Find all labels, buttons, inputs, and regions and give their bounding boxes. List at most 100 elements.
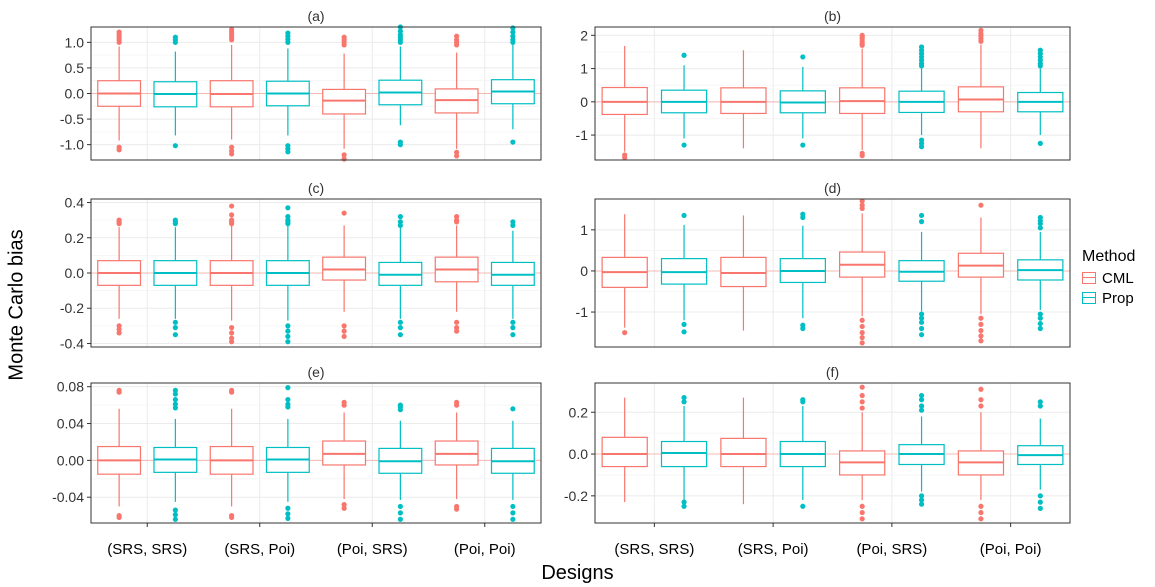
- y-tick-label: 0.2: [65, 230, 85, 246]
- panel-e: 0.08 0.04 0.00 -0.04 (e) (SRS, SRS) (SRS, Poi)…: [52, 364, 542, 558]
- outlier-point: [172, 221, 178, 227]
- legend-key-cml: [1082, 272, 1096, 284]
- outlier-point: [1037, 63, 1043, 69]
- outlier-point: [172, 507, 178, 513]
- outlier-point: [510, 33, 516, 39]
- outlier-point: [918, 315, 925, 321]
- box-cml-4: [434, 214, 479, 334]
- outlier-point: [681, 329, 687, 335]
- outlier-point: [285, 205, 291, 211]
- outlier-point: [1037, 499, 1043, 505]
- outlier-point: [681, 395, 687, 401]
- outlier-point: [918, 311, 925, 317]
- outlier-point: [172, 401, 178, 407]
- panel-label: (d): [824, 180, 841, 196]
- outlier-point: [116, 39, 122, 45]
- x-tick-label: (Poi, SRS): [856, 541, 927, 558]
- outlier-point: [229, 221, 235, 227]
- outlier-point: [341, 333, 347, 340]
- panel-border: [594, 382, 1071, 524]
- panel-border: [90, 382, 542, 524]
- outlier-point: [285, 221, 291, 227]
- outlier-point: [978, 338, 984, 344]
- outlier-point: [229, 144, 235, 150]
- outlier-point: [285, 39, 291, 45]
- outlier-point: [454, 153, 460, 159]
- outlier-point: [978, 516, 984, 522]
- box-prop-2: [779, 54, 826, 148]
- outlier-point: [172, 319, 178, 325]
- outlier-point: [1037, 311, 1043, 317]
- outlier-point: [859, 317, 865, 323]
- outlier-point: [454, 319, 460, 325]
- outlier-point: [341, 210, 347, 216]
- outlier-point: [510, 503, 516, 510]
- outlier-point: [285, 323, 291, 329]
- outlier-point: [116, 330, 122, 336]
- legend-item-prop: Prop: [1082, 288, 1135, 308]
- outlier-point: [978, 403, 984, 409]
- box-iqr: [322, 88, 367, 115]
- y-tick-label: -0.2: [60, 300, 84, 316]
- outlier-point: [510, 516, 516, 522]
- outlier-point: [918, 219, 925, 225]
- outlier-point: [454, 149, 460, 155]
- outlier-point: [454, 33, 460, 39]
- outlier-point: [229, 389, 235, 395]
- outlier-point: [859, 405, 865, 411]
- y-tick-label: 0: [580, 94, 588, 110]
- outlier-point: [918, 501, 925, 507]
- x-tick-label: (Poi, Poi): [454, 541, 516, 558]
- outlier-point: [397, 319, 403, 325]
- legend-label-prop: Prop: [1102, 289, 1134, 307]
- outlier-point: [978, 327, 984, 334]
- outlier-point: [859, 399, 865, 405]
- outlier-point: [341, 328, 347, 334]
- outlier-point: [918, 407, 925, 413]
- outlier-point: [859, 392, 865, 399]
- outlier-point: [341, 152, 347, 158]
- outlier-point: [397, 516, 403, 522]
- x-tick-label: (SRS, SRS): [614, 541, 694, 558]
- outlier-point: [172, 396, 178, 403]
- outlier-point: [172, 325, 178, 331]
- outlier-point: [978, 321, 984, 327]
- outlier-point: [172, 512, 178, 518]
- outlier-point: [510, 325, 516, 331]
- outlier-point: [341, 42, 347, 48]
- outlier-point: [397, 503, 403, 510]
- outlier-point: [397, 39, 403, 45]
- outlier-point: [918, 63, 925, 69]
- outlier-point: [978, 202, 984, 208]
- outlier-point: [454, 42, 460, 48]
- box-prop-4: [1017, 399, 1064, 511]
- outlier-point: [681, 142, 687, 148]
- panel-label: (f): [826, 364, 839, 380]
- outlier-point: [285, 339, 291, 345]
- legend-item-cml: CML: [1082, 268, 1135, 288]
- box-prop-2: [779, 397, 826, 509]
- panel-c: 0.4 0.2 0.0 -0.2 -0.4 (c): [60, 180, 542, 351]
- y-tick-label: 0.0: [65, 265, 85, 281]
- box-prop-4: [490, 25, 535, 145]
- outlier-point: [918, 325, 925, 332]
- outlier-point: [918, 497, 925, 503]
- outlier-point: [681, 499, 687, 505]
- box-cml-3: [322, 34, 367, 162]
- y-axis-title-wrap: Monte Carlo bias: [2, 229, 32, 380]
- outlier-point: [800, 142, 806, 148]
- outlier-point: [978, 315, 984, 321]
- y-tick-label: -0.5: [60, 111, 84, 127]
- y-tick-label: -0.2: [564, 488, 588, 504]
- outlier-point: [510, 29, 516, 35]
- panel-b: 2 1 0 -1 (b): [576, 8, 1071, 161]
- outlier-point: [172, 391, 178, 397]
- panel-a: 1.0 0.5 0.0 -0.5 -1.0 (a): [60, 8, 542, 162]
- box-cml-1: [601, 397, 648, 503]
- outlier-point: [397, 222, 403, 229]
- panel-label: (e): [307, 364, 324, 380]
- outlier-point: [978, 397, 984, 403]
- y-tick-label: -1: [576, 304, 589, 320]
- outlier-point: [172, 516, 178, 522]
- x-tick-label: (SRS, Poi): [224, 541, 295, 558]
